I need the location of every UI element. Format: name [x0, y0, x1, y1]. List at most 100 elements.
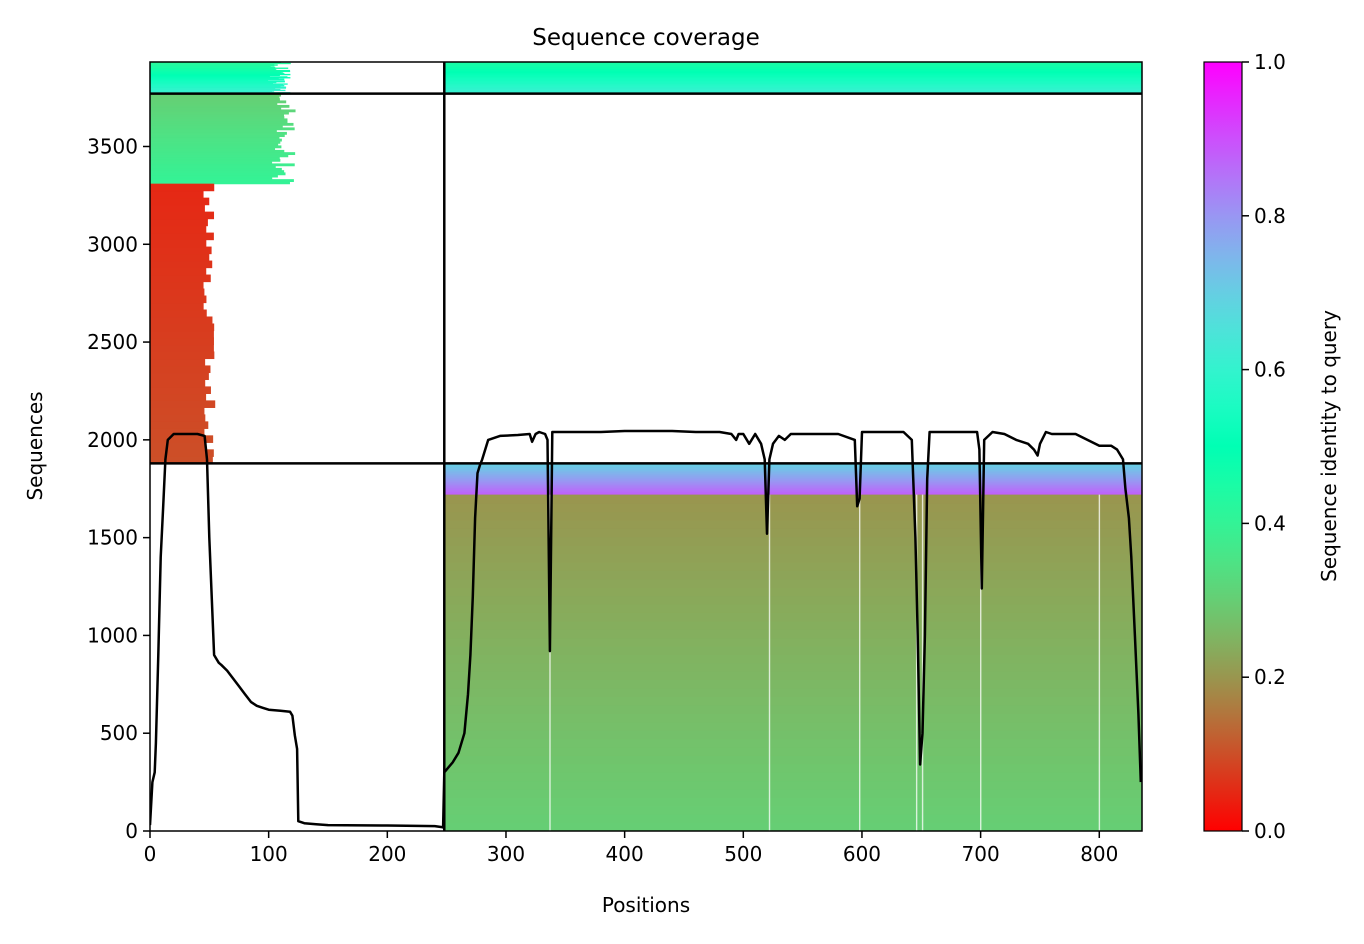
identity-row — [444, 65, 1142, 68]
identity-row — [150, 111, 289, 115]
identity-row — [150, 393, 207, 401]
identity-row — [150, 78, 285, 81]
identity-row — [150, 386, 211, 395]
identity-row — [444, 90, 1142, 92]
identity-block — [150, 93, 296, 185]
identity-row — [444, 471, 1142, 473]
identity-row — [444, 561, 1142, 571]
identity-row — [444, 69, 1142, 72]
y-tick-label: 3500 — [87, 134, 138, 158]
x-tick-label: 100 — [250, 842, 288, 866]
identity-row — [150, 421, 209, 429]
gap-streak — [915, 494, 918, 831]
identity-row — [150, 109, 296, 113]
identity-row — [150, 73, 291, 76]
identity-row — [444, 80, 1142, 82]
identity-row — [444, 472, 1142, 475]
segment-boundaries — [150, 62, 1142, 831]
identity-row — [150, 267, 207, 276]
identity-row — [150, 65, 271, 68]
identity-row — [444, 645, 1142, 655]
identity-row — [444, 746, 1142, 756]
identity-row — [150, 104, 290, 108]
colorbar: 0.0 0.2 0.4 0.6 0.8 1.0 Sequence identity to … — [1203, 50, 1341, 843]
y-tick-label: 500 — [100, 721, 138, 745]
identity-row — [444, 688, 1142, 698]
identity-row — [444, 620, 1142, 630]
identity-row — [150, 84, 285, 87]
identity-row — [444, 536, 1142, 546]
identity-row — [444, 654, 1142, 664]
identity-row — [150, 65, 275, 67]
identity-row — [150, 90, 273, 92]
y-tick: 2000 — [87, 428, 150, 452]
x-tick-label: 500 — [724, 842, 762, 866]
identity-row — [150, 274, 211, 283]
identity-row — [444, 489, 1142, 491]
identity-row — [444, 805, 1142, 815]
identity-row — [150, 288, 205, 297]
identity-row — [150, 84, 284, 86]
y-axis-label: Sequences — [23, 391, 47, 500]
identity-row — [150, 93, 282, 97]
identity-row — [150, 204, 205, 213]
colorbar-tick-label: 0.0 — [1254, 819, 1286, 843]
identity-row — [444, 493, 1142, 495]
identity-row — [150, 167, 282, 171]
identity-row — [444, 730, 1142, 740]
identity-row — [150, 260, 213, 269]
x-tick: 700 — [962, 831, 1000, 866]
colorbar-tick-label: 1.0 — [1254, 50, 1286, 74]
x-tick-label: 0 — [144, 842, 157, 866]
identity-row — [150, 140, 281, 144]
identity-block — [444, 62, 1142, 95]
identity-row — [150, 218, 208, 227]
identity-row — [150, 163, 295, 167]
identity-row — [150, 435, 214, 443]
identity-row — [150, 95, 280, 99]
identity-row — [444, 70, 1142, 73]
colorbar-tick: 1.0 — [1242, 50, 1286, 74]
identity-row — [444, 76, 1142, 78]
identity-row — [444, 492, 1142, 494]
identity-row — [150, 86, 287, 88]
identity-row — [444, 481, 1142, 483]
identity-row — [444, 713, 1142, 723]
identity-row — [444, 587, 1142, 597]
identity-row — [150, 246, 212, 255]
identity-row — [150, 211, 215, 220]
identity-row — [444, 465, 1142, 468]
identity-row — [444, 73, 1142, 75]
colorbar-gradient — [1203, 61, 1243, 832]
identity-row — [444, 84, 1142, 86]
gap-streak — [768, 494, 771, 831]
identity-row — [444, 503, 1142, 513]
identity-row — [444, 612, 1142, 622]
identity-row — [444, 83, 1142, 85]
identity-row — [444, 88, 1142, 91]
identity-row — [150, 129, 277, 133]
identity-row — [150, 309, 207, 318]
identity-row — [444, 475, 1142, 477]
identity-row — [150, 147, 276, 151]
identity-row — [444, 511, 1142, 521]
identity-row — [444, 486, 1142, 488]
identity-row — [150, 158, 281, 162]
identity-row — [444, 88, 1142, 90]
identity-row — [444, 68, 1142, 70]
identity-row — [150, 120, 288, 124]
identity-row — [444, 595, 1142, 605]
identity-row — [444, 464, 1142, 466]
identity-row — [444, 814, 1142, 824]
identity-row — [150, 183, 215, 192]
identity-row — [150, 190, 204, 199]
identity-row — [444, 487, 1142, 489]
y-tick: 500 — [100, 721, 150, 745]
identity-row — [444, 485, 1142, 487]
identity-row — [150, 316, 213, 325]
identity-row — [150, 136, 280, 140]
colorbar-tick-label: 0.4 — [1254, 511, 1286, 535]
plot-frame — [149, 61, 1143, 832]
y-tick-label: 1500 — [87, 526, 138, 550]
